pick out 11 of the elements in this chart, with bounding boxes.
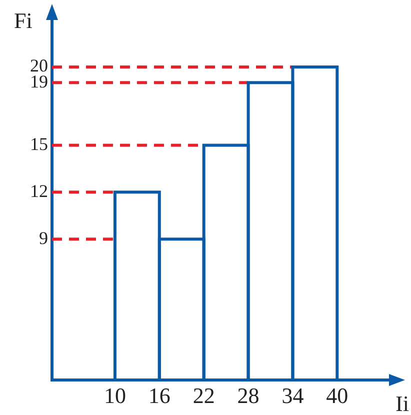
x-tick-label: 28 <box>237 382 260 408</box>
y-axis-title: Fi <box>14 8 32 33</box>
x-tick-label: 40 <box>326 382 348 408</box>
y-tick-label: 12 <box>30 180 48 201</box>
x-tick-label: 16 <box>148 382 170 408</box>
x-tick-label: 22 <box>192 382 215 408</box>
y-tick-label: 9 <box>39 228 48 248</box>
x-tick-label: 10 <box>104 382 126 408</box>
y-tick-label: 15 <box>30 134 48 154</box>
x-tick-label: 34 <box>282 382 304 408</box>
x-axis-title: Ii <box>396 391 409 415</box>
